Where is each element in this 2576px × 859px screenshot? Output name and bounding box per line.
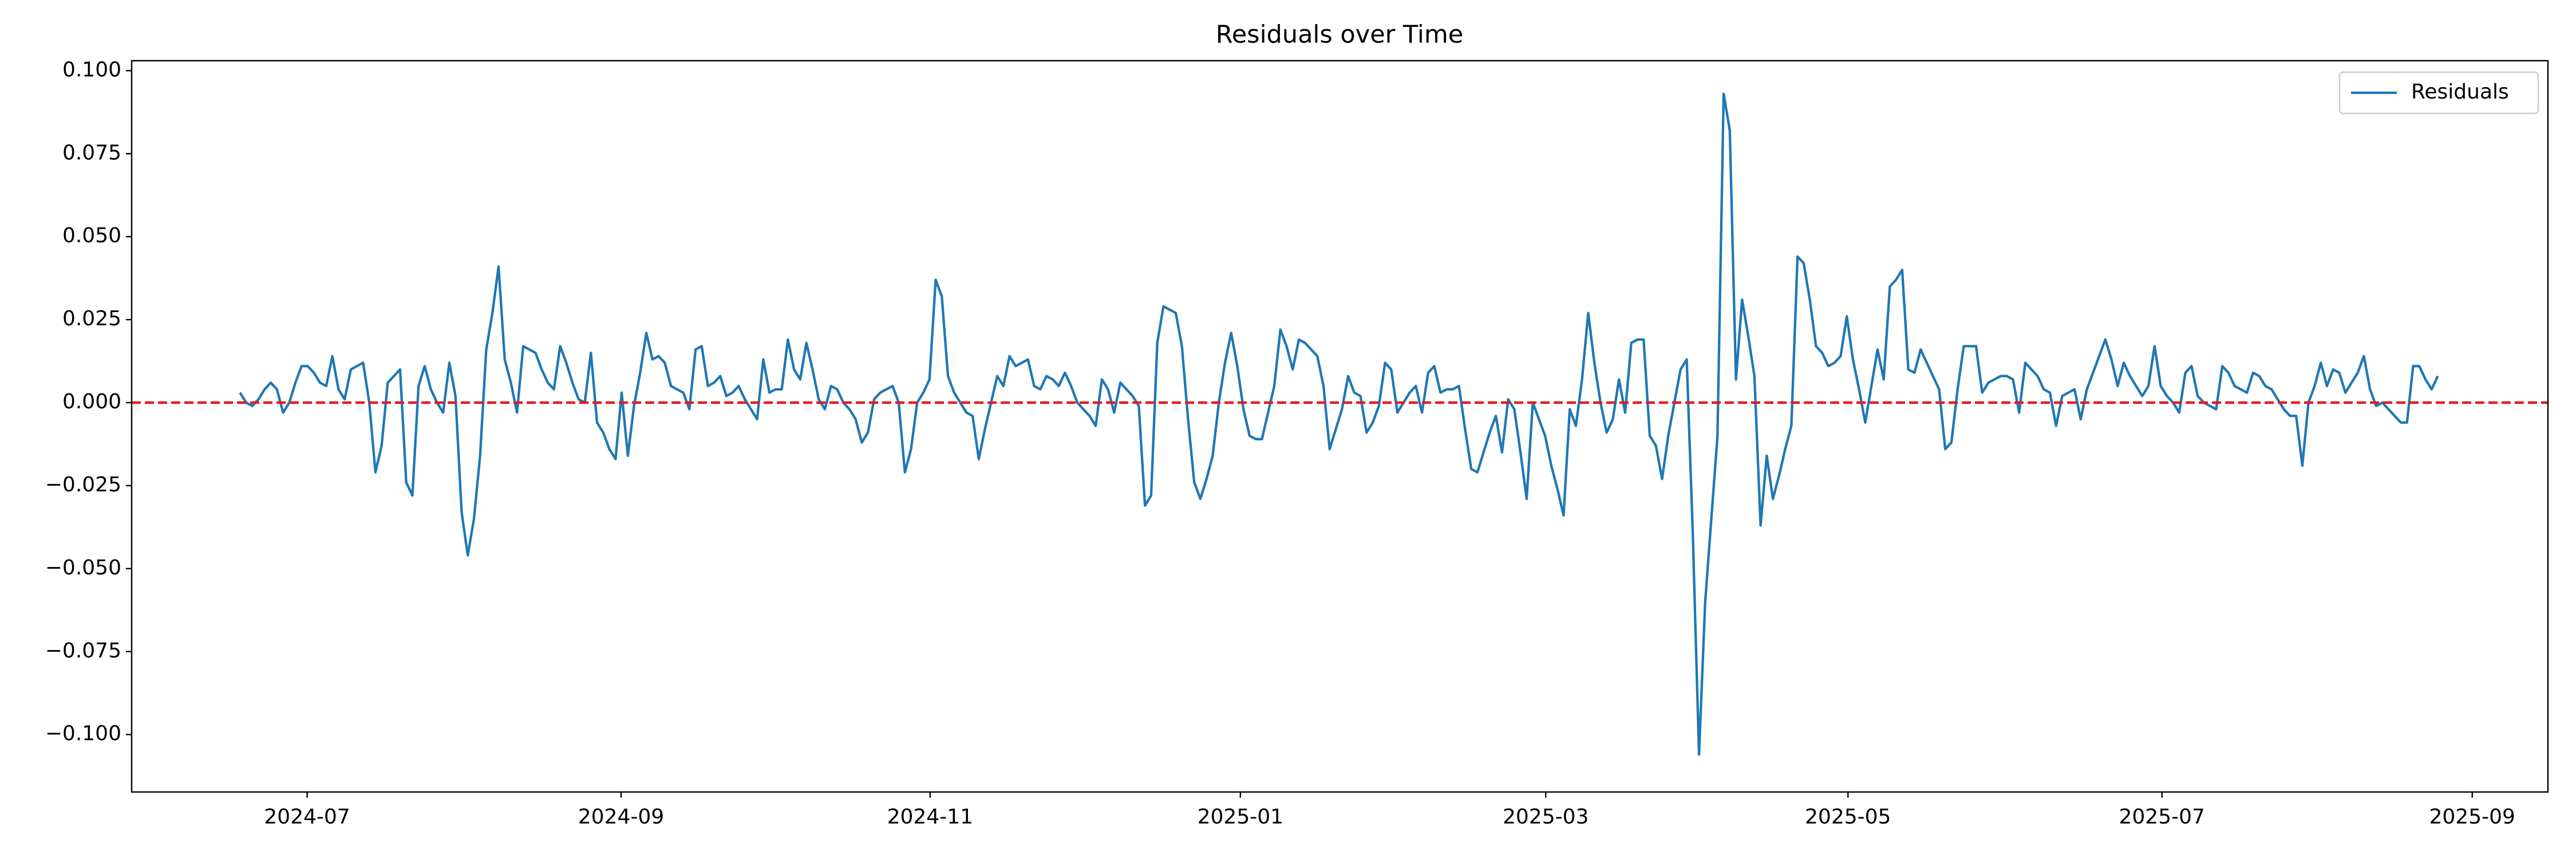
data-line [239, 92, 2439, 756]
x-tick-label: 2025-03 [1503, 805, 1589, 829]
legend-box [2338, 71, 2539, 115]
y-tick-label: −0.025 [45, 473, 121, 497]
x-tick-label: 2024-07 [264, 805, 350, 829]
y-tick-label: −0.075 [45, 639, 121, 663]
x-tick-label: 2025-07 [2119, 805, 2205, 829]
x-tick-label: 2025-01 [1198, 805, 1283, 829]
y-tick-label: 0.025 [62, 307, 121, 330]
y-tick-label: −0.100 [45, 722, 121, 746]
y-tick-label: 0.050 [62, 224, 121, 247]
plot-frame [131, 60, 2549, 793]
x-tick-label: 2025-05 [1805, 805, 1891, 829]
x-tick-label: 2024-11 [887, 805, 973, 829]
y-tick-label: 0.000 [62, 390, 121, 413]
y-tick-label: 0.075 [62, 141, 121, 164]
y-tick-label: −0.050 [45, 556, 121, 580]
y-tick-label: 0.100 [62, 58, 121, 81]
chart-title: Residuals over Time [1216, 21, 1463, 49]
x-tick-label: 2025-09 [2429, 805, 2515, 829]
x-tick-label: 2024-09 [578, 805, 664, 829]
legend-label: Residuals [2411, 80, 2509, 104]
